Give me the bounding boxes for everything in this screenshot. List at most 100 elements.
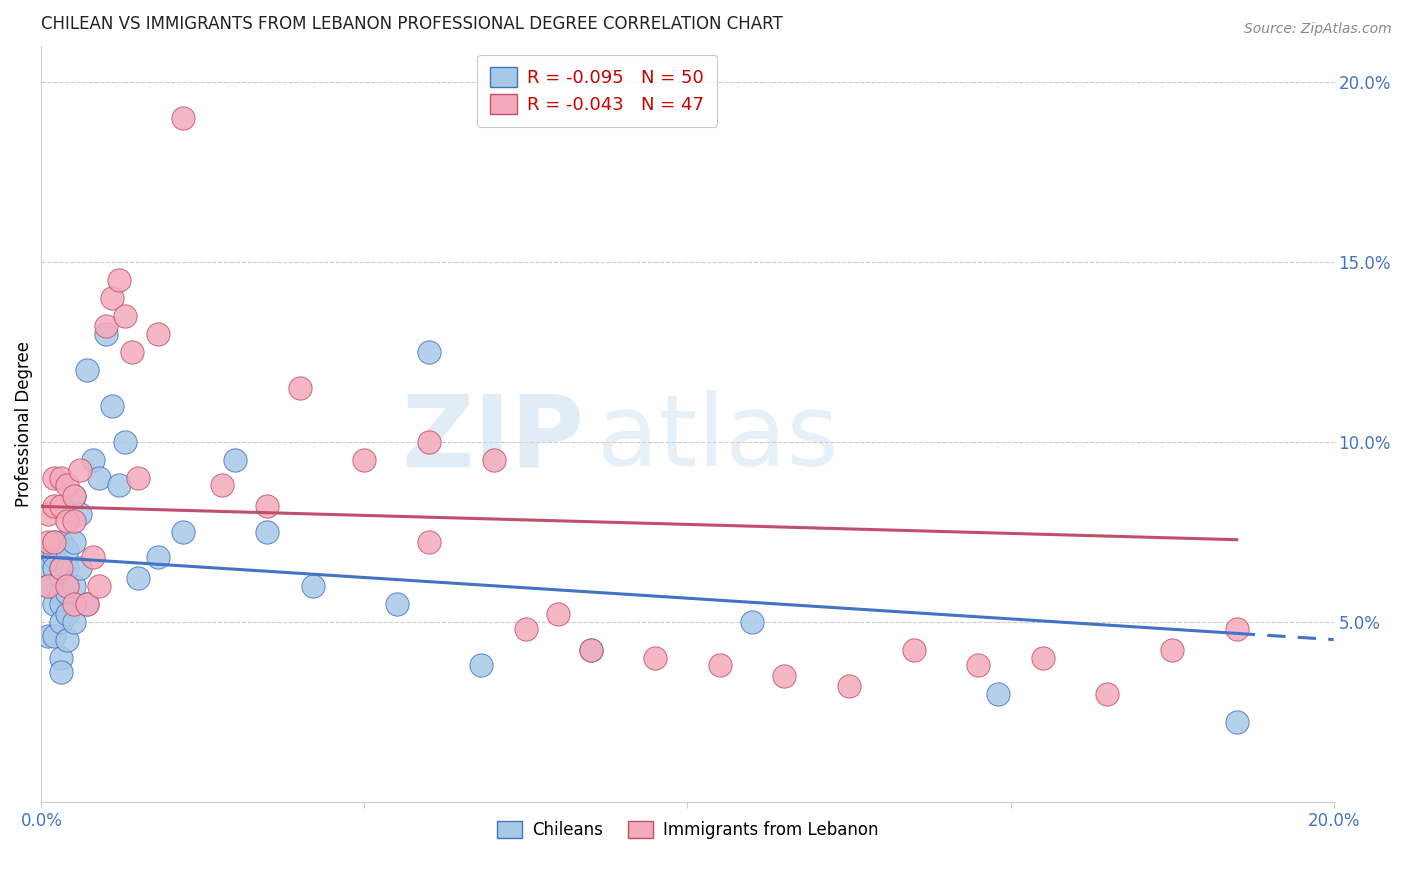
Point bbox=[987, 687, 1010, 701]
Text: ZIP: ZIP bbox=[401, 390, 583, 487]
Point bbox=[49, 535, 72, 549]
Point bbox=[49, 560, 72, 574]
Point bbox=[37, 629, 59, 643]
Point bbox=[49, 597, 72, 611]
Point bbox=[69, 507, 91, 521]
Point bbox=[37, 549, 59, 564]
Point bbox=[211, 478, 233, 492]
Point bbox=[146, 326, 169, 341]
Point bbox=[94, 326, 117, 341]
Point bbox=[101, 399, 124, 413]
Point bbox=[56, 579, 79, 593]
Point bbox=[44, 560, 66, 574]
Point bbox=[418, 535, 440, 549]
Point bbox=[903, 643, 925, 657]
Point bbox=[418, 344, 440, 359]
Point bbox=[579, 643, 602, 657]
Point bbox=[49, 665, 72, 679]
Point bbox=[56, 586, 79, 600]
Point bbox=[579, 643, 602, 657]
Point bbox=[69, 560, 91, 574]
Point bbox=[56, 579, 79, 593]
Point bbox=[56, 514, 79, 528]
Point bbox=[173, 111, 195, 125]
Point bbox=[49, 500, 72, 514]
Point bbox=[301, 579, 323, 593]
Point bbox=[967, 657, 990, 672]
Point bbox=[256, 500, 278, 514]
Point bbox=[108, 478, 131, 492]
Point bbox=[49, 615, 72, 629]
Point bbox=[37, 535, 59, 549]
Point bbox=[37, 579, 59, 593]
Point bbox=[62, 535, 84, 549]
Point bbox=[44, 535, 66, 549]
Point bbox=[709, 657, 731, 672]
Point bbox=[56, 607, 79, 622]
Point bbox=[127, 470, 149, 484]
Point bbox=[353, 452, 375, 467]
Point bbox=[37, 579, 59, 593]
Point bbox=[49, 560, 72, 574]
Point bbox=[56, 478, 79, 492]
Point bbox=[418, 434, 440, 449]
Point bbox=[89, 579, 111, 593]
Point bbox=[470, 657, 492, 672]
Point bbox=[44, 629, 66, 643]
Point bbox=[385, 597, 408, 611]
Point bbox=[62, 514, 84, 528]
Point bbox=[82, 549, 104, 564]
Point bbox=[127, 571, 149, 585]
Point bbox=[56, 560, 79, 574]
Point bbox=[44, 535, 66, 549]
Text: atlas: atlas bbox=[598, 390, 838, 487]
Point bbox=[114, 434, 136, 449]
Point bbox=[56, 632, 79, 647]
Point bbox=[76, 597, 98, 611]
Point bbox=[547, 607, 569, 622]
Point bbox=[44, 500, 66, 514]
Point bbox=[224, 452, 246, 467]
Point bbox=[49, 571, 72, 585]
Point bbox=[644, 650, 666, 665]
Point bbox=[76, 597, 98, 611]
Point bbox=[256, 524, 278, 539]
Point bbox=[773, 668, 796, 682]
Point bbox=[62, 579, 84, 593]
Point bbox=[1032, 650, 1054, 665]
Point bbox=[44, 597, 66, 611]
Point bbox=[37, 560, 59, 574]
Point bbox=[44, 549, 66, 564]
Text: Source: ZipAtlas.com: Source: ZipAtlas.com bbox=[1244, 22, 1392, 37]
Point bbox=[114, 309, 136, 323]
Point bbox=[146, 549, 169, 564]
Point bbox=[741, 615, 763, 629]
Point bbox=[44, 470, 66, 484]
Point bbox=[76, 362, 98, 376]
Point bbox=[101, 291, 124, 305]
Point bbox=[94, 319, 117, 334]
Point bbox=[1226, 622, 1249, 636]
Point bbox=[37, 507, 59, 521]
Legend: Chileans, Immigrants from Lebanon: Chileans, Immigrants from Lebanon bbox=[491, 814, 884, 847]
Point bbox=[1161, 643, 1184, 657]
Point bbox=[49, 470, 72, 484]
Point bbox=[82, 452, 104, 467]
Point bbox=[108, 272, 131, 286]
Text: CHILEAN VS IMMIGRANTS FROM LEBANON PROFESSIONAL DEGREE CORRELATION CHART: CHILEAN VS IMMIGRANTS FROM LEBANON PROFE… bbox=[41, 15, 783, 33]
Point bbox=[515, 622, 537, 636]
Point bbox=[89, 470, 111, 484]
Point bbox=[1226, 715, 1249, 730]
Point bbox=[56, 542, 79, 557]
Point bbox=[62, 489, 84, 503]
Point bbox=[121, 344, 143, 359]
Point bbox=[62, 615, 84, 629]
Point bbox=[62, 489, 84, 503]
Point bbox=[288, 381, 311, 395]
Point bbox=[49, 586, 72, 600]
Point bbox=[1097, 687, 1119, 701]
Point bbox=[482, 452, 505, 467]
Y-axis label: Professional Degree: Professional Degree bbox=[15, 341, 32, 507]
Point bbox=[62, 597, 84, 611]
Point bbox=[173, 524, 195, 539]
